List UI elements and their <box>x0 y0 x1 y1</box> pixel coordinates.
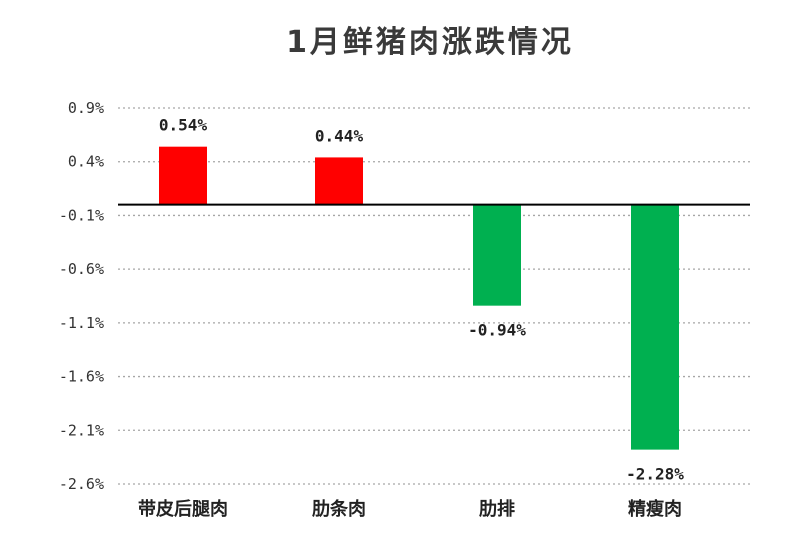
y-axis-tick-labels: 0.9% 0.4% -0.1% -0.6% -1.1% -1.6% -2.1% -2.6% <box>59 99 104 493</box>
y-tick-label: -2.1% <box>59 421 104 439</box>
data-label-3: -0.94% <box>468 321 526 340</box>
y-tick-label: -0.6% <box>59 260 104 278</box>
category-label-2: 肋条肉 <box>312 498 366 520</box>
category-label-4: 精瘦肉 <box>628 498 682 520</box>
y-tick-label: -2.6% <box>59 475 104 493</box>
bar-4 <box>631 204 679 450</box>
bar-1 <box>159 146 207 205</box>
bar-2 <box>315 157 363 205</box>
y-tick-label: -1.1% <box>59 314 104 332</box>
data-label-1: 0.54% <box>159 116 208 135</box>
chart-title: 1月鲜猪肉涨跌情况 <box>286 25 574 60</box>
y-tick-label: 0.9% <box>68 99 104 117</box>
gridlines <box>118 107 750 485</box>
category-label-1: 带皮后腿肉 <box>138 498 228 520</box>
data-label-2: 0.44% <box>315 126 364 145</box>
y-tick-label: -1.6% <box>59 368 104 386</box>
category-label-3: 肋排 <box>479 498 515 520</box>
category-labels: 带皮后腿肉 肋条肉 肋排 精瘦肉 <box>138 498 682 520</box>
data-label-4: -2.28% <box>626 465 684 484</box>
bars <box>159 146 679 450</box>
y-tick-label: -0.1% <box>59 206 104 224</box>
y-tick-label: 0.4% <box>68 153 104 171</box>
bar-3 <box>473 204 521 306</box>
data-labels: 0.54% 0.44% -0.94% -2.28% <box>159 116 684 484</box>
